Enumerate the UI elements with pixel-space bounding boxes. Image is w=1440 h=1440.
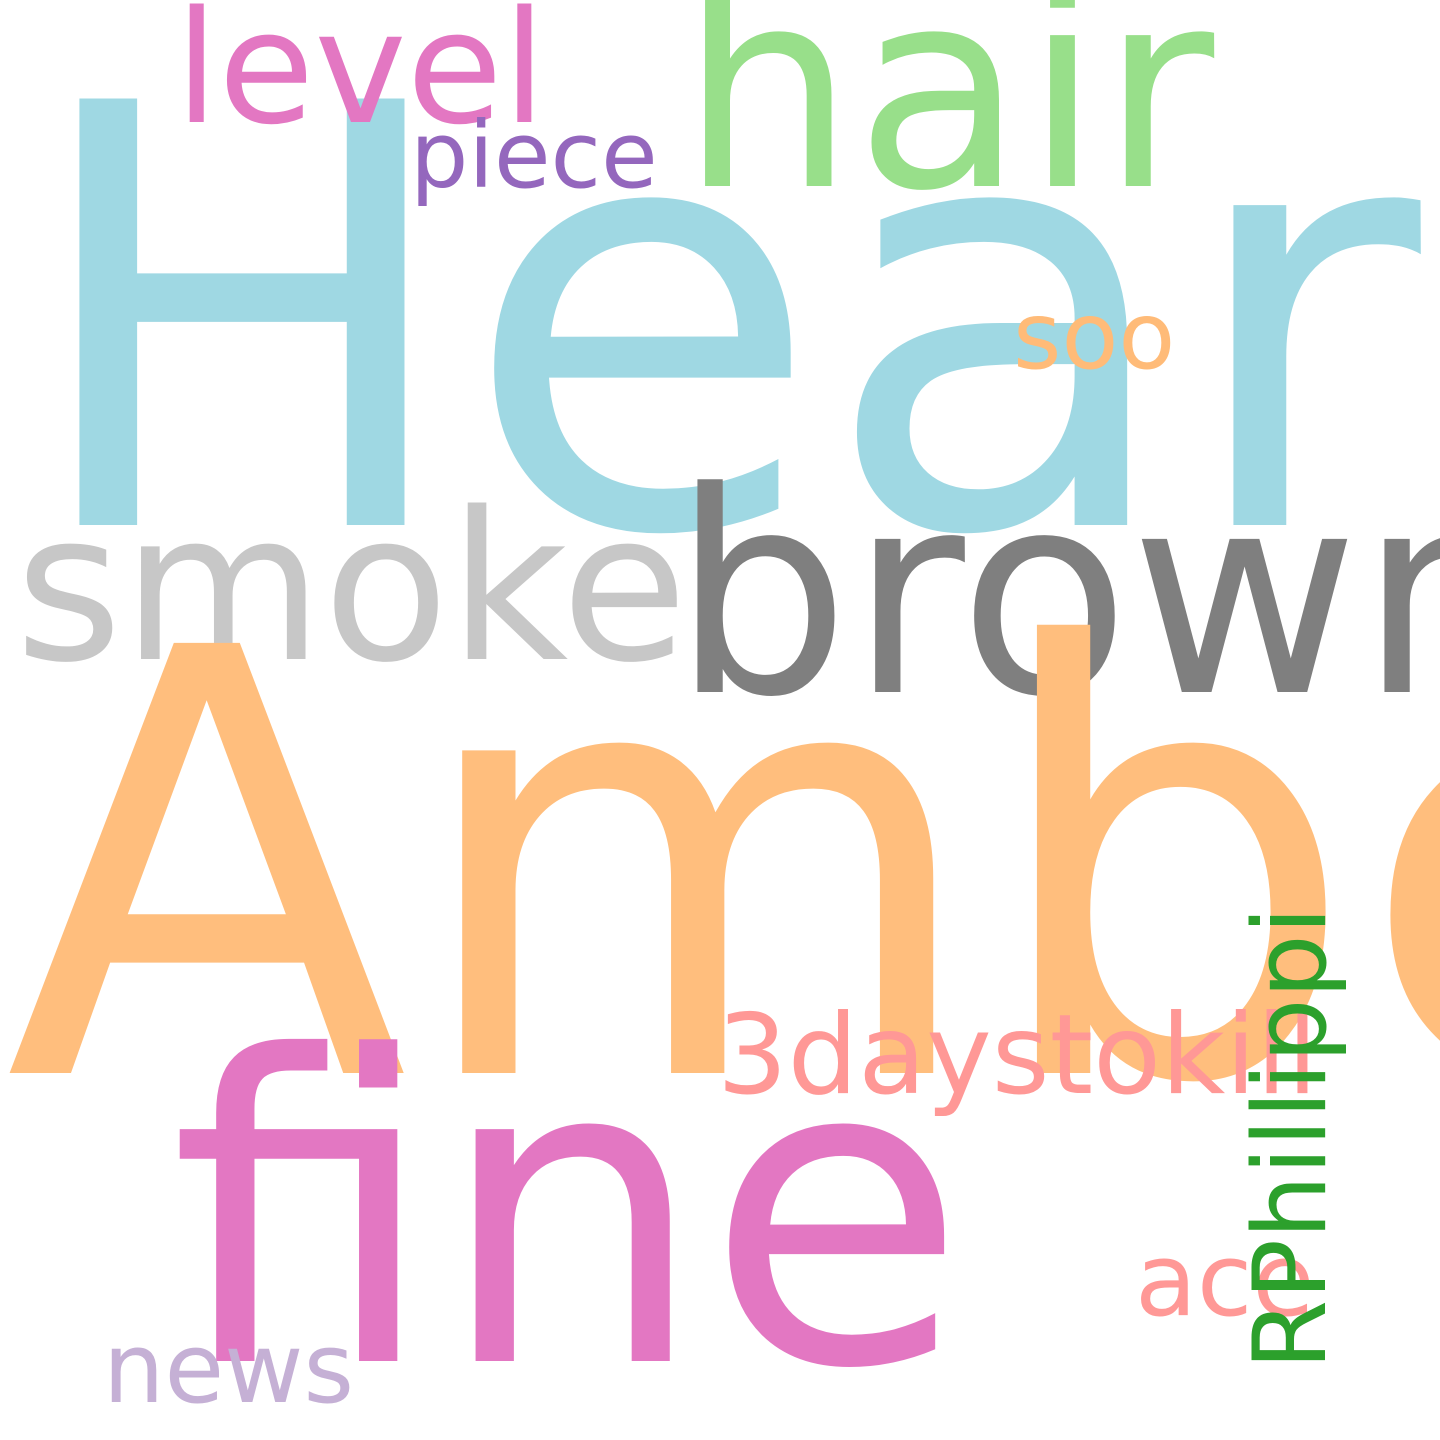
word-rphillippi: RPhillippi — [1231, 906, 1349, 1370]
word-fine: fine — [170, 967, 967, 1440]
word-hair: hair — [680, 0, 1215, 252]
word-amber: Amber — [5, 526, 1440, 1213]
word-3daystokill: 3daystokill — [717, 991, 1318, 1120]
word-heard: Heard — [22, 0, 1440, 663]
word-piece: piece — [410, 102, 658, 209]
word-soo: soo — [1013, 282, 1176, 390]
word-smoke: smoke — [15, 468, 688, 708]
word-brown: brown — [672, 433, 1440, 759]
word-news: news — [103, 1312, 355, 1425]
word-ace: ace — [1135, 1221, 1315, 1339]
word-level: level — [175, 0, 546, 159]
